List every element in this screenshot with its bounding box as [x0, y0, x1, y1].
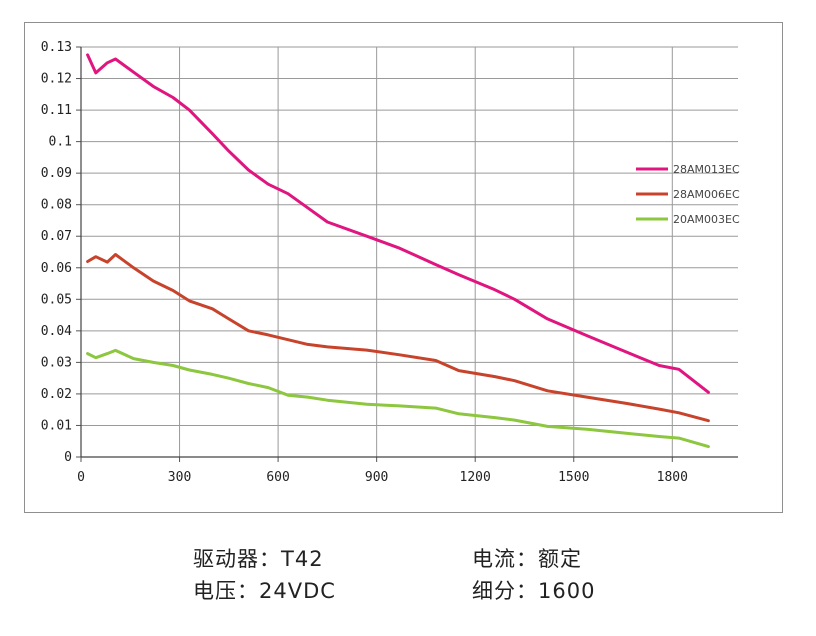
y-tick-label: 0.09 [41, 166, 72, 181]
spec-driver: 驱动器：T42 [193, 547, 324, 571]
line-chart: 0 0.01 0.02 0.03 0.04 0.05 0.06 0.07 0.08 0.09 0.1… [41, 40, 740, 485]
y-tick-label: 0 [64, 450, 72, 465]
spec-microstep: 细分：1600 [472, 579, 596, 603]
chart-frame: 0 0.01 0.02 0.03 0.04 0.05 0.06 0.07 0.08 0.09 0.1… [24, 22, 783, 513]
y-tick-label: 0.06 [41, 261, 72, 276]
x-tick-label: 1800 [657, 470, 688, 485]
series-line-28AM013EC [86, 53, 710, 394]
spec-current: 电流：额定 [472, 547, 582, 571]
legend: 28AM013EC 28AM006EC 20AM003EC [636, 163, 740, 226]
y-tick-label: 0.11 [41, 103, 72, 118]
y-tick-label: 0.12 [41, 72, 72, 87]
y-tick-label: 0.08 [41, 198, 72, 213]
legend-label-28AM013EC: 28AM013EC [673, 163, 740, 176]
axes: 0 0.01 0.02 0.03 0.04 0.05 0.06 0.07 0.08 0.09 0.1… [41, 40, 738, 485]
series-lines [86, 53, 710, 449]
legend-label-20AM003EC: 20AM003EC [673, 213, 740, 226]
x-tick-label: 300 [168, 470, 191, 485]
series-line-20AM003EC [86, 348, 710, 449]
y-tick-label: 0.13 [41, 40, 72, 55]
series-line-28AM006EC [86, 253, 710, 423]
x-tick-label: 1200 [460, 470, 491, 485]
y-tick-label: 0.07 [41, 229, 72, 244]
x-tick-label: 600 [266, 470, 289, 485]
x-tick-label: 0 [77, 470, 85, 485]
y-tick-label: 0.03 [41, 355, 72, 370]
legend-label-28AM006EC: 28AM006EC [673, 188, 740, 201]
y-tick-label: 0.05 [41, 292, 72, 307]
x-tick-label: 900 [365, 470, 388, 485]
y-tick-label: 0.04 [41, 324, 72, 339]
y-tick-label: 0.02 [41, 387, 72, 402]
y-tick-label: 0.1 [49, 135, 72, 150]
x-tick-label: 1500 [558, 470, 589, 485]
y-tick-label: 0.01 [41, 418, 72, 433]
spec-voltage: 电压：24VDC [193, 579, 336, 603]
